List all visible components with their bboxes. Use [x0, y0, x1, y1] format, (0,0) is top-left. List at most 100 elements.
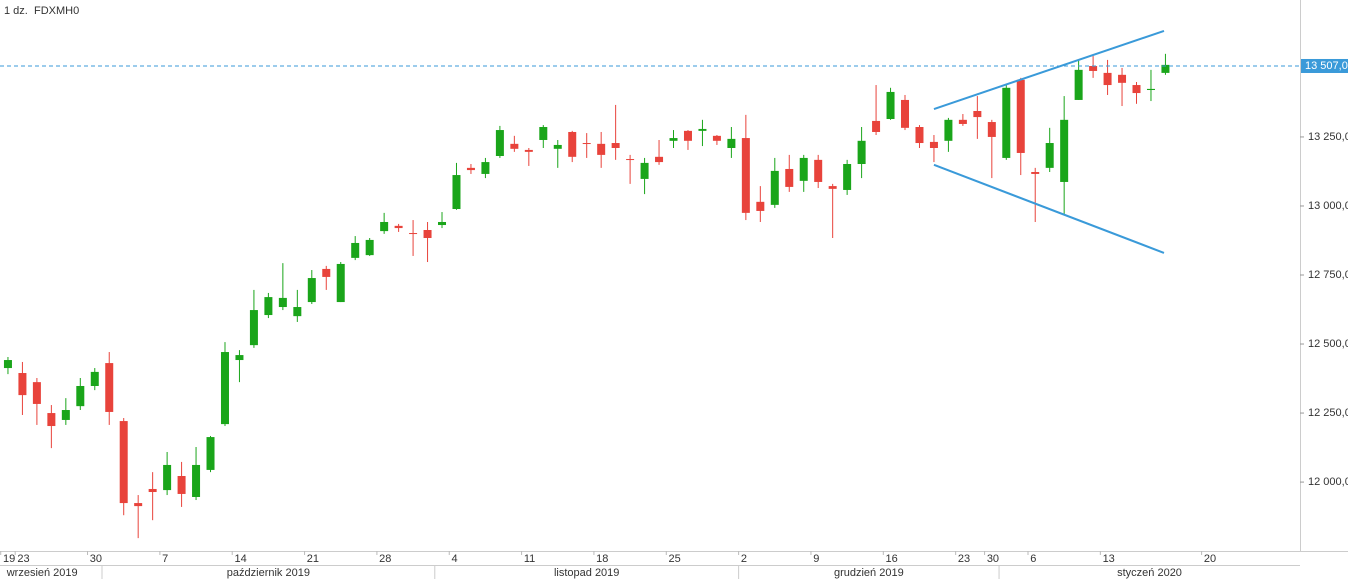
candle-body: [886, 91, 895, 120]
month-label: wrzesień 2019: [6, 567, 78, 579]
y-tick-label: 12 250,0: [1308, 407, 1348, 419]
interval-label: 1 dz.: [4, 5, 28, 17]
x-tick-label: 14: [234, 553, 246, 565]
candle-body: [365, 239, 374, 256]
candle-body: [843, 164, 852, 190]
candle-body: [177, 476, 186, 494]
candle-body: [76, 385, 85, 407]
month-label: grudzień 2019: [834, 567, 904, 579]
candle-body: [148, 488, 157, 493]
candle-body: [394, 225, 403, 229]
x-tick-label: 11: [524, 553, 535, 565]
candle-body: [3, 360, 12, 369]
candle-body: [1060, 119, 1069, 182]
x-tick-label: 16: [886, 553, 898, 565]
x-tick-label: 28: [379, 553, 391, 565]
candle-body: [18, 373, 27, 396]
candle-body: [293, 307, 302, 317]
candle-body: [351, 242, 360, 258]
candle-body: [539, 127, 548, 140]
candle-body: [814, 159, 823, 182]
candle-body: [336, 263, 345, 303]
candle-body: [597, 143, 606, 155]
candle-body: [640, 162, 649, 179]
x-tick-label: 21: [307, 553, 319, 565]
candle-body: [1045, 143, 1054, 168]
x-tick-label: 20: [1204, 553, 1216, 565]
candle-body: [438, 221, 447, 226]
candle-body: [712, 135, 721, 141]
candle-body: [134, 503, 143, 507]
x-tick-label: 30: [90, 553, 102, 565]
candle-body: [857, 140, 866, 165]
x-tick-label: 19: [3, 553, 15, 565]
x-tick-label: 30: [987, 553, 999, 565]
candle-body: [582, 143, 591, 145]
candle-body: [756, 201, 765, 211]
candle-body: [683, 130, 692, 141]
candle-body: [119, 421, 128, 504]
candle-body: [235, 355, 244, 361]
x-tick-label: 25: [669, 553, 681, 565]
candle-body: [1132, 85, 1141, 94]
candle-body: [944, 119, 953, 141]
candle-body: [741, 138, 750, 213]
candle-body: [206, 437, 215, 470]
candle-body: [698, 128, 707, 131]
candle-body: [495, 130, 504, 156]
trendline: [933, 163, 1165, 254]
candle-body: [452, 175, 461, 210]
month-label: styczeń 2020: [1117, 567, 1182, 579]
candle-body: [973, 110, 982, 118]
candle-body: [828, 186, 837, 189]
x-tick-label: 6: [1030, 553, 1036, 565]
trendline: [933, 29, 1165, 111]
x-tick-label: 18: [596, 553, 608, 565]
candle-body: [322, 268, 331, 277]
candle-body: [423, 229, 432, 239]
candle-body: [380, 221, 389, 232]
candle-body: [785, 168, 794, 187]
candle-body: [264, 297, 273, 316]
x-tick-label: 7: [162, 553, 168, 565]
x-tick-label: 4: [451, 553, 457, 565]
candle-body: [626, 159, 635, 161]
candle-body: [872, 120, 881, 132]
x-tick-label: 23: [958, 553, 970, 565]
candle-body: [669, 138, 678, 141]
y-tick-label: 13 000,0: [1308, 200, 1348, 212]
candle-body: [611, 143, 620, 148]
candle-body: [61, 410, 70, 420]
candle-body: [163, 464, 172, 491]
candle-body: [1103, 72, 1112, 86]
candle-body: [987, 122, 996, 137]
candle-body: [1146, 88, 1155, 91]
last-price-box: [1301, 58, 1348, 73]
candle-body: [568, 131, 577, 157]
y-tick-label: 12 000,0: [1308, 476, 1348, 488]
candle-body: [307, 278, 316, 303]
candle-body: [47, 413, 56, 427]
month-label: październik 2019: [227, 567, 310, 579]
candle-body: [655, 156, 664, 163]
y-tick-label: 13 250,0: [1308, 131, 1348, 143]
candle-body: [466, 167, 475, 171]
candle-body: [278, 297, 287, 308]
x-tick-label: 13: [1103, 553, 1115, 565]
candle-body: [481, 162, 490, 174]
candle-body: [524, 149, 533, 152]
candle-body: [915, 127, 924, 144]
candle-body: [249, 310, 258, 346]
candle-body: [32, 382, 41, 404]
x-tick-label: 9: [813, 553, 819, 565]
x-tick-label: 2: [741, 553, 747, 565]
candle-body: [1118, 74, 1127, 83]
x-tick-label: 23: [17, 553, 29, 565]
last-price-label: 13 507,0: [1305, 60, 1348, 72]
y-tick-label: 12 750,0: [1308, 269, 1348, 281]
candle-body: [901, 99, 910, 128]
candle-body: [510, 143, 519, 149]
y-tick-label: 12 500,0: [1308, 338, 1348, 350]
candle-body: [220, 352, 229, 425]
